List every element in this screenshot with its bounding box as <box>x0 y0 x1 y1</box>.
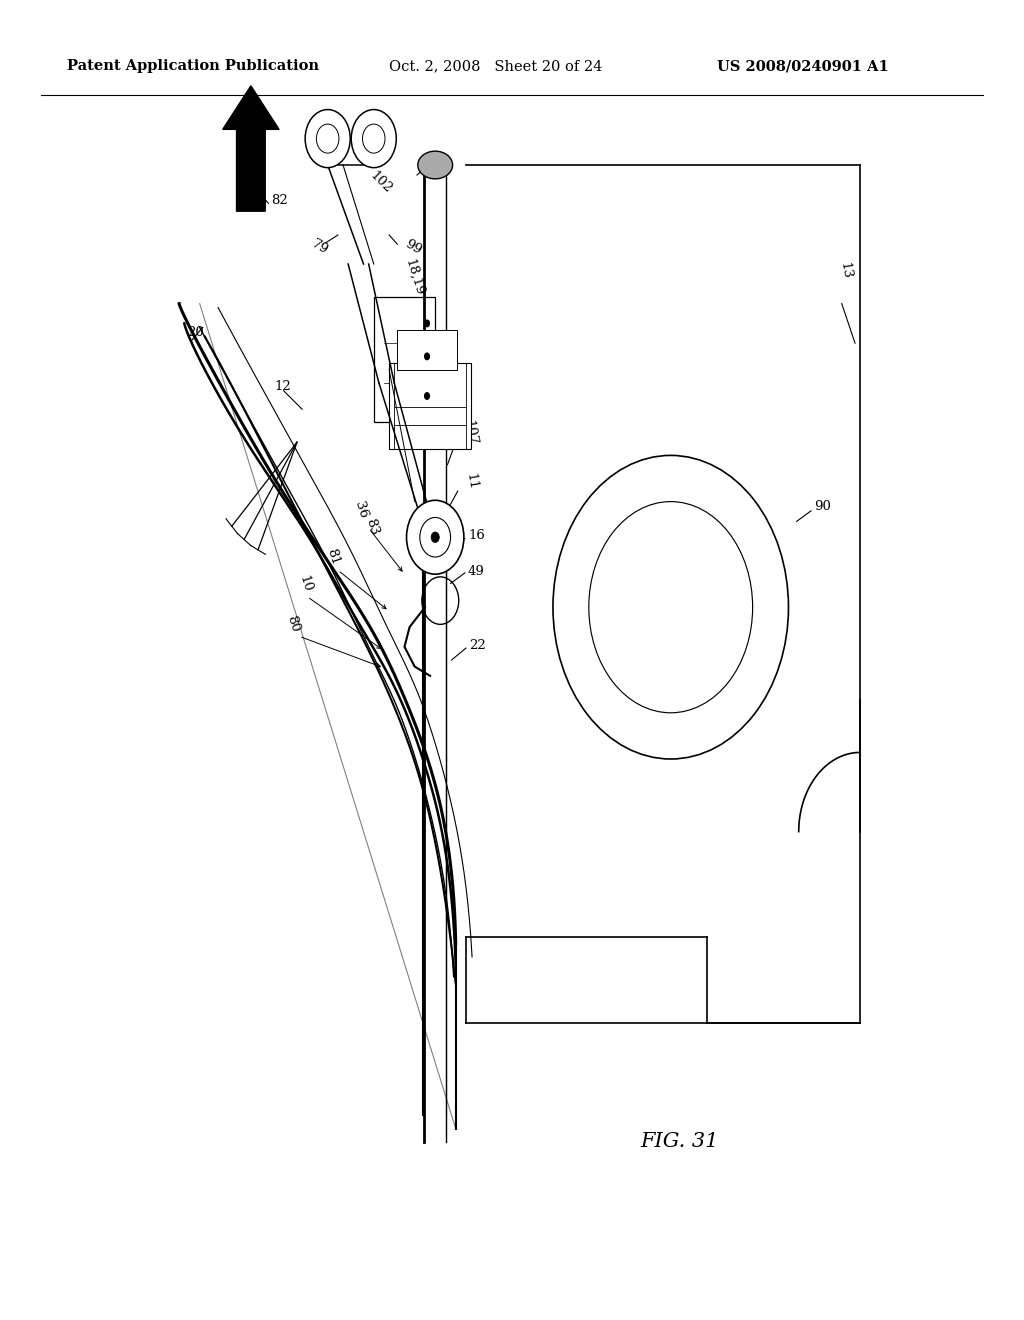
Text: 13: 13 <box>838 261 853 280</box>
Circle shape <box>305 110 350 168</box>
Text: 80: 80 <box>285 614 302 635</box>
Text: 83: 83 <box>364 516 381 537</box>
Text: 20: 20 <box>187 326 204 339</box>
Circle shape <box>424 392 430 400</box>
FancyArrow shape <box>223 86 279 211</box>
Text: Oct. 2, 2008   Sheet 20 of 24: Oct. 2, 2008 Sheet 20 of 24 <box>389 59 602 74</box>
Text: 102: 102 <box>368 169 394 195</box>
Circle shape <box>351 110 396 168</box>
Text: 10: 10 <box>297 573 314 594</box>
Text: 82: 82 <box>271 194 288 207</box>
FancyBboxPatch shape <box>397 330 457 370</box>
Text: FIG. 31: FIG. 31 <box>640 1133 719 1151</box>
Text: 99: 99 <box>402 238 424 256</box>
Text: 16: 16 <box>468 529 484 543</box>
FancyBboxPatch shape <box>389 363 471 449</box>
Text: 90: 90 <box>814 500 830 513</box>
Text: 36: 36 <box>352 499 370 520</box>
Text: 81: 81 <box>325 546 342 568</box>
Text: 18,19: 18,19 <box>402 257 426 297</box>
Ellipse shape <box>418 152 453 178</box>
Circle shape <box>431 532 439 543</box>
Circle shape <box>424 352 430 360</box>
Text: 22: 22 <box>469 639 485 652</box>
Text: US 2008/0240901 A1: US 2008/0240901 A1 <box>717 59 889 74</box>
Text: 107: 107 <box>462 420 479 446</box>
Text: 12: 12 <box>274 380 291 393</box>
Text: Patent Application Publication: Patent Application Publication <box>67 59 318 74</box>
FancyBboxPatch shape <box>374 297 435 422</box>
Circle shape <box>407 500 464 574</box>
Text: 79: 79 <box>309 238 331 256</box>
Text: 11: 11 <box>464 473 479 491</box>
Circle shape <box>424 319 430 327</box>
Text: 49: 49 <box>468 565 484 578</box>
